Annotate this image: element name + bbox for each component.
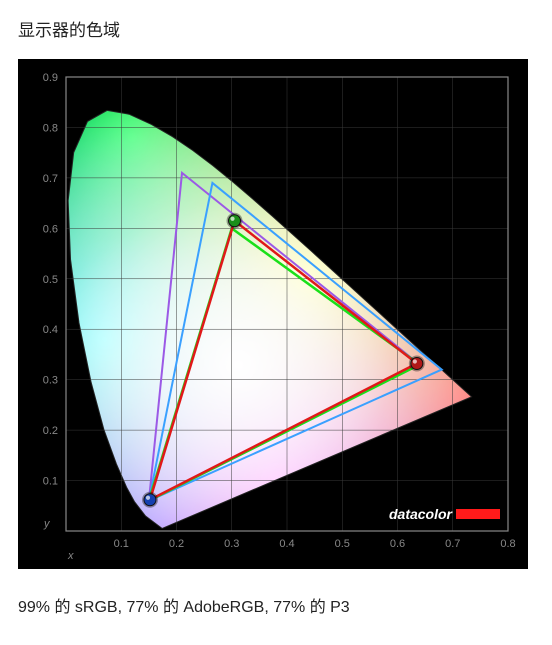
brand-label: datacolor bbox=[389, 506, 454, 522]
svg-text:0.1: 0.1 bbox=[114, 538, 129, 550]
svg-text:0.7: 0.7 bbox=[43, 173, 58, 185]
page-title: 显示器的色域 bbox=[18, 16, 534, 41]
svg-text:0.2: 0.2 bbox=[43, 425, 58, 437]
svg-text:x: x bbox=[67, 550, 74, 562]
svg-text:0.6: 0.6 bbox=[390, 538, 405, 550]
primary-marker bbox=[229, 215, 241, 227]
svg-text:0.5: 0.5 bbox=[43, 274, 58, 286]
svg-text:0.7: 0.7 bbox=[445, 538, 460, 550]
svg-text:0.4: 0.4 bbox=[279, 538, 294, 550]
svg-text:0.8: 0.8 bbox=[43, 122, 58, 134]
brand-bar bbox=[456, 509, 500, 519]
svg-text:0.5: 0.5 bbox=[335, 538, 350, 550]
primary-marker bbox=[411, 358, 423, 370]
svg-text:0.2: 0.2 bbox=[169, 538, 184, 550]
svg-text:0.3: 0.3 bbox=[43, 375, 58, 387]
svg-text:0.8: 0.8 bbox=[500, 538, 515, 550]
primary-marker bbox=[144, 494, 156, 506]
caption-text: 99% 的 sRGB, 77% 的 AdobeRGB, 77% 的 P3 bbox=[18, 593, 534, 617]
svg-text:0.4: 0.4 bbox=[43, 324, 58, 336]
svg-text:0.9: 0.9 bbox=[43, 72, 58, 84]
svg-text:0.6: 0.6 bbox=[43, 223, 58, 235]
chromaticity-chart: 0.1 0.2 0.3 0.4 0.5 0.6 0.7 0.8 0.1 0.2 0.3 0.4 0.5 0… bbox=[18, 59, 528, 569]
svg-text:0.1: 0.1 bbox=[43, 476, 58, 488]
svg-text:0.3: 0.3 bbox=[224, 538, 239, 550]
